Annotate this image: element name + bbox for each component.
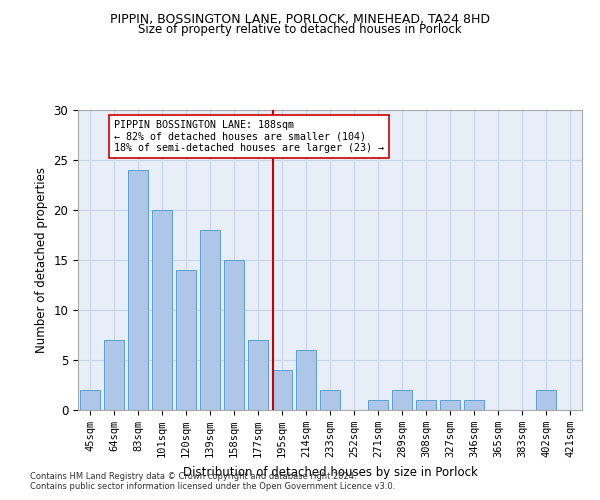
Bar bbox=[224, 260, 244, 410]
Bar bbox=[152, 210, 172, 410]
Bar bbox=[416, 400, 436, 410]
Bar bbox=[80, 390, 100, 410]
Bar bbox=[296, 350, 316, 410]
Bar bbox=[104, 340, 124, 410]
Text: PIPPIN, BOSSINGTON LANE, PORLOCK, MINEHEAD, TA24 8HD: PIPPIN, BOSSINGTON LANE, PORLOCK, MINEHE… bbox=[110, 12, 490, 26]
Bar bbox=[536, 390, 556, 410]
Y-axis label: Number of detached properties: Number of detached properties bbox=[35, 167, 48, 353]
Bar bbox=[176, 270, 196, 410]
Bar bbox=[368, 400, 388, 410]
Bar bbox=[272, 370, 292, 410]
X-axis label: Distribution of detached houses by size in Porlock: Distribution of detached houses by size … bbox=[182, 466, 478, 478]
Bar bbox=[248, 340, 268, 410]
Bar bbox=[392, 390, 412, 410]
Bar bbox=[320, 390, 340, 410]
Text: Contains HM Land Registry data © Crown copyright and database right 2024.: Contains HM Land Registry data © Crown c… bbox=[30, 472, 356, 481]
Text: PIPPIN BOSSINGTON LANE: 188sqm
← 82% of detached houses are smaller (104)
18% of: PIPPIN BOSSINGTON LANE: 188sqm ← 82% of … bbox=[114, 120, 384, 153]
Text: Size of property relative to detached houses in Porlock: Size of property relative to detached ho… bbox=[138, 24, 462, 36]
Bar bbox=[200, 230, 220, 410]
Bar bbox=[128, 170, 148, 410]
Bar bbox=[464, 400, 484, 410]
Bar bbox=[440, 400, 460, 410]
Text: Contains public sector information licensed under the Open Government Licence v3: Contains public sector information licen… bbox=[30, 482, 395, 491]
